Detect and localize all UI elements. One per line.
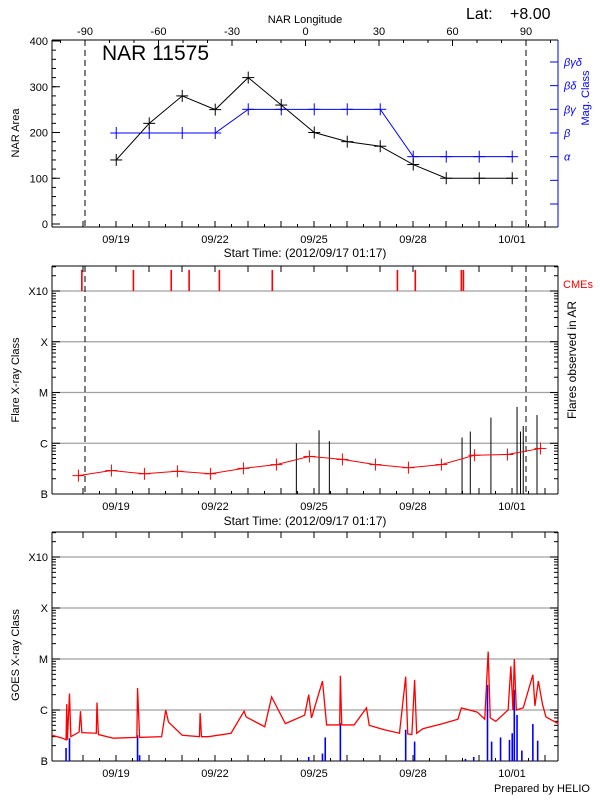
top-xlabel: Start Time: (2012/09/17 01:17) (224, 246, 387, 260)
y-tick-label: C (40, 705, 48, 717)
y-tick-label: B (41, 489, 48, 501)
y2-tick-label: β (563, 128, 571, 140)
y-tick-label: B (41, 756, 48, 768)
x-tick-label: 09/19 (102, 768, 130, 780)
top-x-tick-label: -30 (224, 26, 240, 38)
bottom-ylabel: GOES X-ray Class (10, 609, 22, 701)
y2-tick-label: βγ (563, 104, 577, 116)
y-tick-label: M (39, 388, 48, 400)
y-tick-label: X (41, 337, 49, 349)
y2-tick-label: βγδ (563, 57, 583, 69)
top-y2label: Mag. Class (580, 70, 592, 126)
y-tick-label: C (40, 438, 48, 450)
goes-long-line (51, 651, 559, 741)
x-tick-label: 09/28 (399, 501, 427, 513)
top-axis-title: NAR Longitude (268, 14, 343, 26)
top-x-tick-label: 90 (520, 26, 532, 38)
top-x-tick-label: -60 (151, 26, 167, 38)
y2-tick-label: βδ (563, 81, 577, 93)
y-tick-label: M (39, 654, 48, 666)
x-tick-label: 09/22 (201, 501, 229, 513)
top-x-tick-label: -90 (77, 26, 93, 38)
region-title: NAR 11575 (102, 42, 209, 65)
mid-y2label: Flares observed in AR (565, 301, 579, 419)
y2-tick-label: α (564, 152, 571, 164)
y-tick-label: 300 (30, 82, 48, 94)
mid-ylabel: Flare X-ray Class (10, 337, 22, 422)
mid-xlabel: Start Time: (2012/09/17 01:17) (224, 514, 387, 528)
x-tick-label: 09/22 (201, 768, 229, 780)
x-tick-label: 09/28 (399, 768, 427, 780)
top-x-tick-label: 60 (446, 26, 458, 38)
x-tick-label: 09/25 (300, 501, 328, 513)
lat-label: Lat: (466, 6, 493, 23)
x-tick-label: 09/19 (102, 501, 130, 513)
top-ylabel: NAR Area (10, 108, 22, 158)
y-tick-label: X10 (28, 552, 48, 564)
top-x-tick-label: 30 (373, 26, 385, 38)
y-tick-label: X10 (28, 286, 48, 298)
x-tick-label: 09/25 (300, 234, 328, 246)
x-tick-label: 09/28 (399, 234, 427, 246)
y-tick-label: 400 (30, 36, 48, 48)
x-tick-label: 09/22 (201, 234, 229, 246)
x-tick-label: 10/01 (498, 768, 526, 780)
y-tick-label: X (41, 603, 49, 615)
top-x-tick-label: 0 (302, 26, 308, 38)
lat-value: +8.00 (510, 6, 551, 23)
y-tick-label: 200 (30, 128, 48, 140)
x-tick-label: 10/01 (498, 501, 526, 513)
y-tick-label: 0 (42, 219, 48, 231)
x-tick-label: 09/25 (300, 768, 328, 780)
x-tick-label: 10/01 (498, 234, 526, 246)
y-tick-label: 100 (30, 173, 48, 185)
x-tick-label: 09/19 (102, 234, 130, 246)
footer-credit: Prepared by HELIO (494, 783, 590, 795)
cme-label: CMEs (563, 279, 593, 291)
